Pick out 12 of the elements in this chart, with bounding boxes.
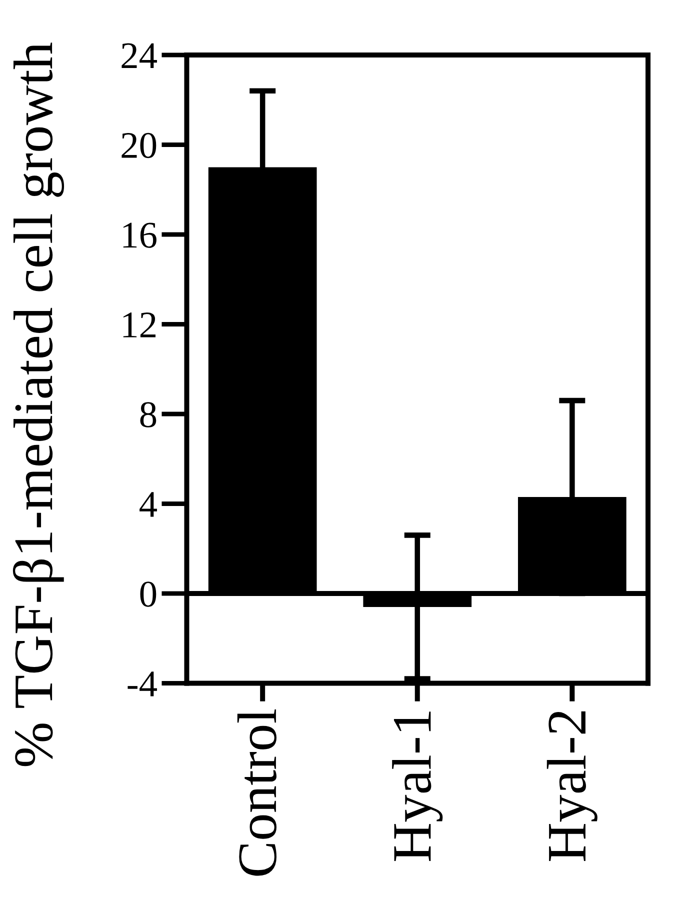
y-tick-label: 4 bbox=[140, 492, 157, 517]
y-tick-label: 20 bbox=[122, 132, 156, 158]
y-tick-label: 0 bbox=[140, 582, 156, 607]
y-tick-label: 8 bbox=[140, 402, 156, 428]
y-tick-label: 24 bbox=[122, 43, 157, 68]
x-tick-label: Hyal-1 bbox=[392, 712, 443, 861]
y-tick-label: 16 bbox=[123, 222, 156, 248]
y-tick-label: -4 bbox=[128, 672, 157, 696]
x-tick-label: Hyal-2 bbox=[546, 711, 598, 861]
x-tick-label: Control bbox=[237, 709, 276, 876]
y-tick-label: 12 bbox=[123, 312, 156, 338]
y-axis-title: % TGF-β1-mediated cell growth bbox=[12, 42, 64, 766]
